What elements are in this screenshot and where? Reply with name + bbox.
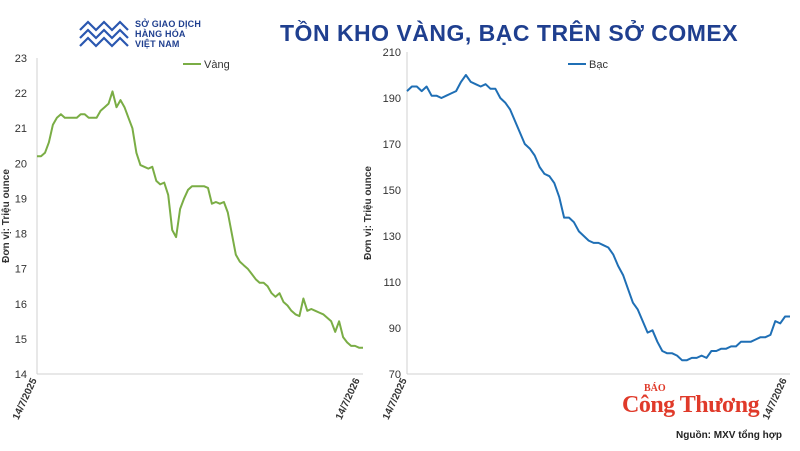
gold-series-line xyxy=(37,90,363,349)
gold-ytick-label: 16 xyxy=(15,299,27,311)
silver-ytick-label: 150 xyxy=(383,185,401,197)
gold-ytick-label: 14 xyxy=(15,369,27,381)
logo-line-1: SỞ GIAO DỊCH xyxy=(135,19,202,29)
silver-ylabel: Đơn vị: Triệu ounce xyxy=(363,166,374,260)
sgd-logo-icon xyxy=(79,20,129,48)
gold-legend-label: Vàng xyxy=(204,59,230,71)
silver-ytick-label: 110 xyxy=(383,277,401,289)
silver-series-line xyxy=(406,74,790,362)
silver-legend-label: Bạc xyxy=(589,59,608,71)
gold-ytick-label: 15 xyxy=(15,334,27,346)
gold-ytick-label: 18 xyxy=(15,229,27,241)
logo-line-3: VIỆT NAM xyxy=(135,39,180,49)
page-title: TỒN KHO VÀNG, BẠC TRÊN SỞ COMEX xyxy=(280,20,739,46)
gold-xtick-label: 14/7/2026 xyxy=(334,376,363,421)
silver-xtick-label: 14/7/2026 xyxy=(761,376,790,421)
brand-small: BÁO xyxy=(644,383,666,394)
brand-big: Công Thương xyxy=(622,392,760,418)
gold-ytick-label: 23 xyxy=(15,53,27,65)
silver-xtick-label: 14/7/2025 xyxy=(381,376,410,421)
source-note: Nguồn: MXV tổng hợp xyxy=(676,430,782,441)
silver-ytick-label: 90 xyxy=(389,323,401,335)
logo-line-2: HÀNG HÓA xyxy=(135,29,186,39)
gold-ytick-label: 20 xyxy=(15,158,27,170)
gold-xtick-label: 14/7/2025 xyxy=(11,376,40,421)
silver-ytick-label: 190 xyxy=(383,93,401,105)
logo-text: SỞ GIAO DỊCH HÀNG HÓA VIỆT NAM xyxy=(135,19,201,49)
gold-ytick-label: 21 xyxy=(15,123,27,135)
silver-ytick-label: 130 xyxy=(383,231,401,243)
silver-ytick-label: 70 xyxy=(389,369,401,381)
gold-ytick-label: 22 xyxy=(15,88,27,100)
gold-ytick-label: 17 xyxy=(15,264,27,276)
gold-ytick-label: 19 xyxy=(15,193,27,205)
gold-ylabel: Đơn vị: Triệu ounce xyxy=(1,169,12,263)
silver-ytick-label: 210 xyxy=(383,47,401,59)
silver-ytick-label: 170 xyxy=(383,139,401,151)
